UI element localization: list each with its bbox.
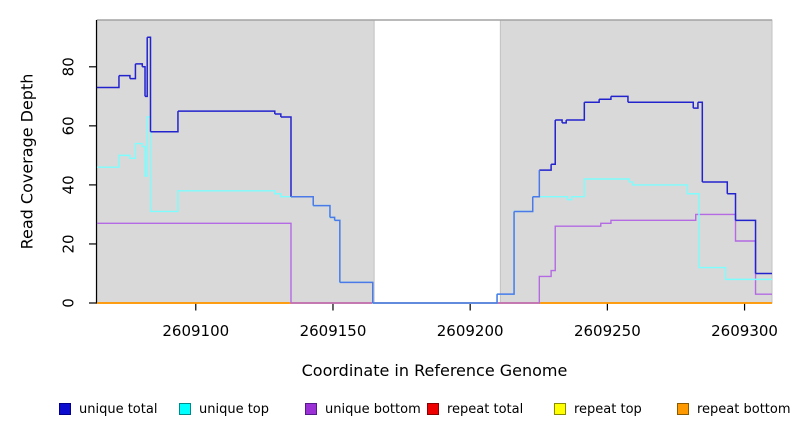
y-tick-label: 60 (60, 116, 78, 135)
legend-label: unique bottom (325, 401, 421, 417)
shaded-region-0 (96, 19, 375, 304)
legend-swatch-unique-bottom (305, 403, 317, 415)
x-tick-label: 2609300 (711, 322, 778, 340)
y-axis-title: Read Coverage Depth (14, 20, 40, 303)
y-tick-label: 20 (60, 234, 78, 253)
y-tick-label: 80 (60, 57, 78, 76)
x-axis-title: Coordinate in Reference Genome (301, 361, 568, 380)
y-tick-label: 40 (60, 175, 78, 194)
legend-label: repeat total (447, 401, 524, 417)
x-tick-label: 2609150 (300, 322, 367, 340)
legend-item-repeat-top: repeat top (554, 399, 642, 419)
legend-label: unique total (79, 401, 158, 417)
x-tick-label: 2609200 (437, 322, 504, 340)
legend-label: repeat top (574, 401, 642, 417)
legend-swatch-unique-top (179, 403, 191, 415)
legend-item-unique-bottom: unique bottom (305, 399, 421, 419)
legend-item-repeat-bottom: repeat bottom (677, 399, 791, 419)
legend-swatch-unique-total (59, 403, 71, 415)
y-tick-label: 0 (60, 298, 78, 308)
legend-label: repeat bottom (697, 401, 791, 417)
legend: unique total unique top unique bottom repea… (0, 399, 792, 421)
series-unique-total (97, 36, 772, 275)
series-unique-bottom (97, 213, 772, 304)
legend-swatch-repeat-total (427, 403, 439, 415)
legend-label: unique top (199, 401, 270, 417)
legend-swatch-repeat-bottom (677, 403, 689, 415)
legend-item-unique-total: unique total (59, 399, 157, 419)
y-axis-title-text: Read Coverage Depth (17, 73, 37, 250)
legend-swatch-repeat-top (554, 403, 566, 415)
legend-item-unique-top: unique top (179, 399, 269, 419)
x-tick-label: 2609250 (574, 322, 641, 340)
series-unique-total-overlap (290, 170, 541, 304)
x-tick-label: 2609100 (162, 322, 229, 340)
legend-item-repeat-total: repeat total (427, 399, 523, 419)
shaded-region-1 (499, 19, 773, 304)
